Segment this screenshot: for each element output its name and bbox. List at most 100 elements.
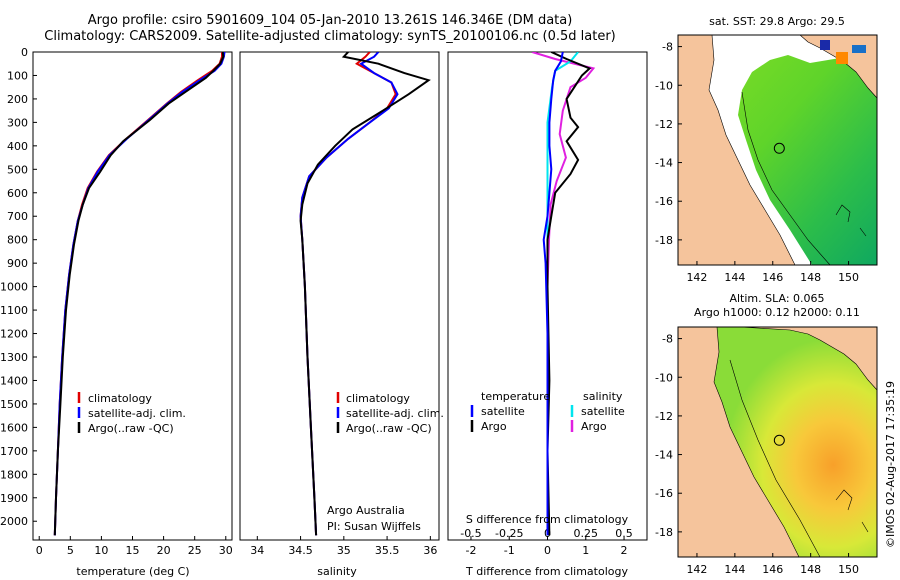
sst-map-axes: 142 144 146 148 150 -8 -10 -12 -14 -16 -18 [655, 41, 859, 284]
pi-name-label: PI: Susan Wijffels [327, 520, 421, 533]
x-tick-label: 35 [337, 544, 351, 557]
argo-salinity-line [299, 52, 431, 536]
legend-label-temp-argo: Argo [481, 420, 507, 433]
lat-tick-label: -18 [655, 526, 673, 539]
s-difference-tick-label: -0.25 [495, 527, 523, 540]
x-tick-label: 1 [582, 544, 589, 557]
sla-map [678, 327, 877, 557]
salinity-x-axis: 34 34.5 35 35.5 36 [250, 536, 437, 557]
lon-tick-label: 142 [686, 271, 707, 284]
argo-salinity-difference-line [531, 52, 596, 536]
s-difference-axis-title: S difference from climatology [466, 513, 629, 526]
legend-label-climatology: climatology [346, 392, 410, 405]
lat-tick-label: -14 [655, 449, 673, 462]
sst-map [678, 35, 877, 265]
lon-tick-label: 146 [762, 271, 783, 284]
x-tick-label: 10 [94, 544, 108, 557]
lat-tick-label: -16 [655, 195, 673, 208]
depth-tick-label: 1900 [0, 492, 28, 505]
argo-temperature-difference-line [546, 52, 592, 536]
lon-tick-label: 150 [838, 271, 859, 284]
sst-map-frame [677, 34, 878, 266]
sla-map-title-2: Argo h1000: 0.12 h2000: 0.11 [694, 306, 860, 319]
sla-map-title-1: Altim. SLA: 0.065 [729, 292, 824, 305]
x-tick-label: 2 [621, 544, 628, 557]
cold-pixel [820, 40, 830, 50]
satellite-temperature-difference-line [542, 52, 564, 536]
difference-legend: temperature salinity satellite Argo sate… [466, 390, 629, 526]
cold-pixel [852, 45, 866, 53]
x-tick-label: -1 [504, 544, 515, 557]
difference-profiles [531, 52, 596, 536]
difference-x-axis: -2 -1 0 1 2-0.5 -0.25 0 0.25 0.5 [460, 527, 633, 557]
lon-tick-label: 142 [686, 563, 707, 576]
temperature-x-axis: 0 5 10 15 20 25 30 [36, 536, 233, 557]
x-tick-label: 15 [126, 544, 140, 557]
temperature-panel-frame [32, 51, 233, 541]
argo-position-marker [773, 434, 785, 446]
temperature-legend: climatology satellite-adj. clim. Argo(..… [77, 392, 186, 435]
australia-landmass [678, 35, 796, 265]
lat-tick-label: -10 [655, 79, 673, 92]
float-program-label: Argo Australia [327, 504, 405, 517]
figure-title-line2: Climatology: CARS2009. Satellite-adjuste… [44, 29, 616, 44]
depth-contour [729, 359, 821, 557]
argo-position-marker [773, 142, 785, 154]
lon-tick-label: 148 [800, 271, 821, 284]
satellite-salinity-difference-line [546, 52, 579, 536]
lat-tick-label: -12 [655, 118, 673, 131]
depth-axis: 0 100 200 300 400 500 600 700 800 900 1000 1100 1200… [0, 46, 37, 528]
depth-tick-label: 500 [7, 163, 28, 176]
reef-contour [741, 91, 831, 265]
lat-tick-label: -10 [655, 371, 673, 384]
salinity-legend: climatology satellite-adj. clim. Argo(..… [327, 392, 444, 533]
lon-tick-label: 144 [724, 563, 745, 576]
png-landmass [739, 327, 877, 391]
x-tick-label: 0 [544, 544, 551, 557]
depth-tick-label: 2000 [0, 515, 28, 528]
legend-label-satellite: satellite-adj. clim. [346, 407, 444, 420]
depth-tick-label: 1100 [0, 304, 28, 317]
depth-tick-label: 400 [7, 140, 28, 153]
depth-tick-label: 1300 [0, 351, 28, 364]
argo-temperature-line [53, 52, 225, 536]
sst-map-title: sat. SST: 29.8 Argo: 29.5 [709, 15, 845, 28]
t-difference-axis-title: T difference from climatology [465, 565, 628, 578]
lon-tick-label: 144 [724, 271, 745, 284]
satellite-salinity-line [299, 52, 399, 536]
depth-tick-label: 1600 [0, 421, 28, 434]
x-tick-label: 34 [250, 544, 264, 557]
legend-label-sal-satellite: satellite [581, 405, 625, 418]
lon-tick-label: 150 [838, 563, 859, 576]
s-difference-tick-label: -0.5 [460, 527, 481, 540]
legend-heading-salinity: salinity [583, 390, 623, 403]
depth-tick-label: 1500 [0, 398, 28, 411]
legend-label-argo: Argo(..raw -QC) [346, 422, 432, 435]
lat-tick-label: -12 [655, 410, 673, 423]
depth-tick-label: 1800 [0, 468, 28, 481]
lat-tick-label: -18 [655, 234, 673, 247]
lon-tick-label: 146 [762, 563, 783, 576]
legend-label-argo: Argo(..raw -QC) [88, 422, 174, 435]
salinity-axis-title: salinity [317, 565, 357, 578]
depth-tick-label: 1400 [0, 374, 28, 387]
reef-contour [835, 204, 867, 237]
salinity-profiles [299, 52, 431, 536]
depth-tick-label: 200 [7, 93, 28, 106]
temperature-axis-title: temperature (deg C) [76, 565, 189, 578]
depth-tick-label: 900 [7, 257, 28, 270]
legend-label-sal-argo: Argo [581, 420, 607, 433]
imos-timestamp: ©IMOS 02-Aug-2017 17:35:19 [884, 381, 897, 548]
satellite-temperature-line [53, 52, 226, 536]
climatology-salinity-line [299, 52, 397, 536]
x-tick-label: 35.5 [375, 544, 400, 557]
lat-tick-label: -14 [655, 157, 673, 170]
depth-tick-label: 1000 [0, 281, 28, 294]
depth-tick-label: 300 [7, 116, 28, 129]
x-tick-label: 0 [36, 544, 43, 557]
depth-tick-label: 0 [21, 46, 28, 59]
sla-map-axes: 142 144 146 148 150 -8 -10 -12 -14 -16 -18 [655, 333, 859, 576]
x-tick-label: 25 [188, 544, 202, 557]
legend-label-climatology: climatology [88, 392, 152, 405]
